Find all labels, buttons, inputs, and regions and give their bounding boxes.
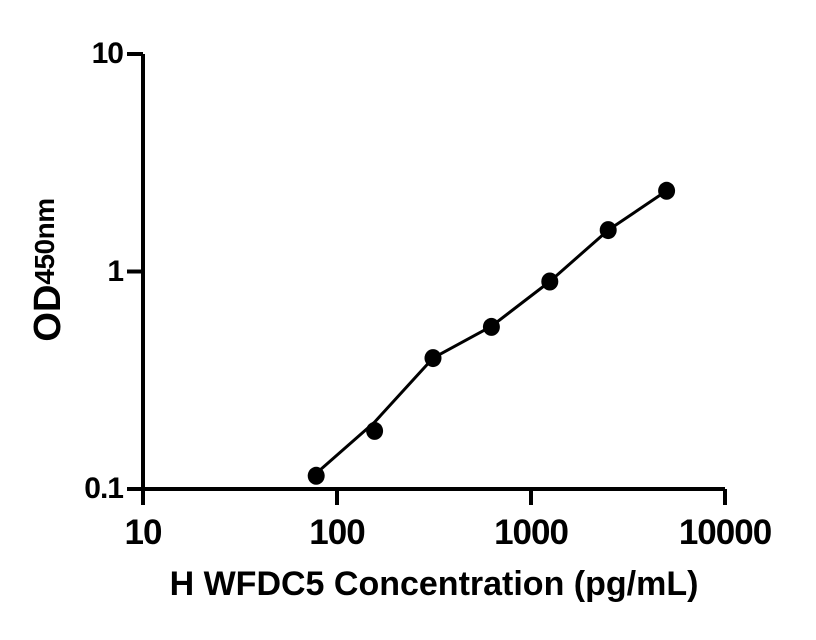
data-point bbox=[366, 421, 384, 440]
x-tick-label: 10 bbox=[124, 513, 163, 552]
x-tick-label: 100 bbox=[309, 513, 365, 552]
y-axis-title: OD450nm bbox=[27, 198, 69, 342]
x-tick-label: 10000 bbox=[678, 513, 772, 552]
data-point bbox=[424, 349, 442, 368]
x-tick-label: 1000 bbox=[494, 513, 569, 552]
data-point bbox=[307, 466, 325, 485]
y-tick-label: 1 bbox=[107, 254, 124, 288]
y-axis-title-subscript: 450nm bbox=[29, 198, 60, 285]
data-point bbox=[541, 272, 559, 291]
y-axis-title-main: OD bbox=[27, 284, 69, 342]
y-tick-label: 0.1 bbox=[84, 472, 124, 505]
y-tick-label: 10 bbox=[91, 37, 124, 70]
data-point bbox=[599, 221, 617, 240]
data-point bbox=[482, 317, 500, 336]
data-point bbox=[658, 181, 676, 200]
x-axis-title: H WFDC5 Concentration (pg/mL) bbox=[169, 565, 699, 603]
axis-spine bbox=[141, 54, 725, 491]
